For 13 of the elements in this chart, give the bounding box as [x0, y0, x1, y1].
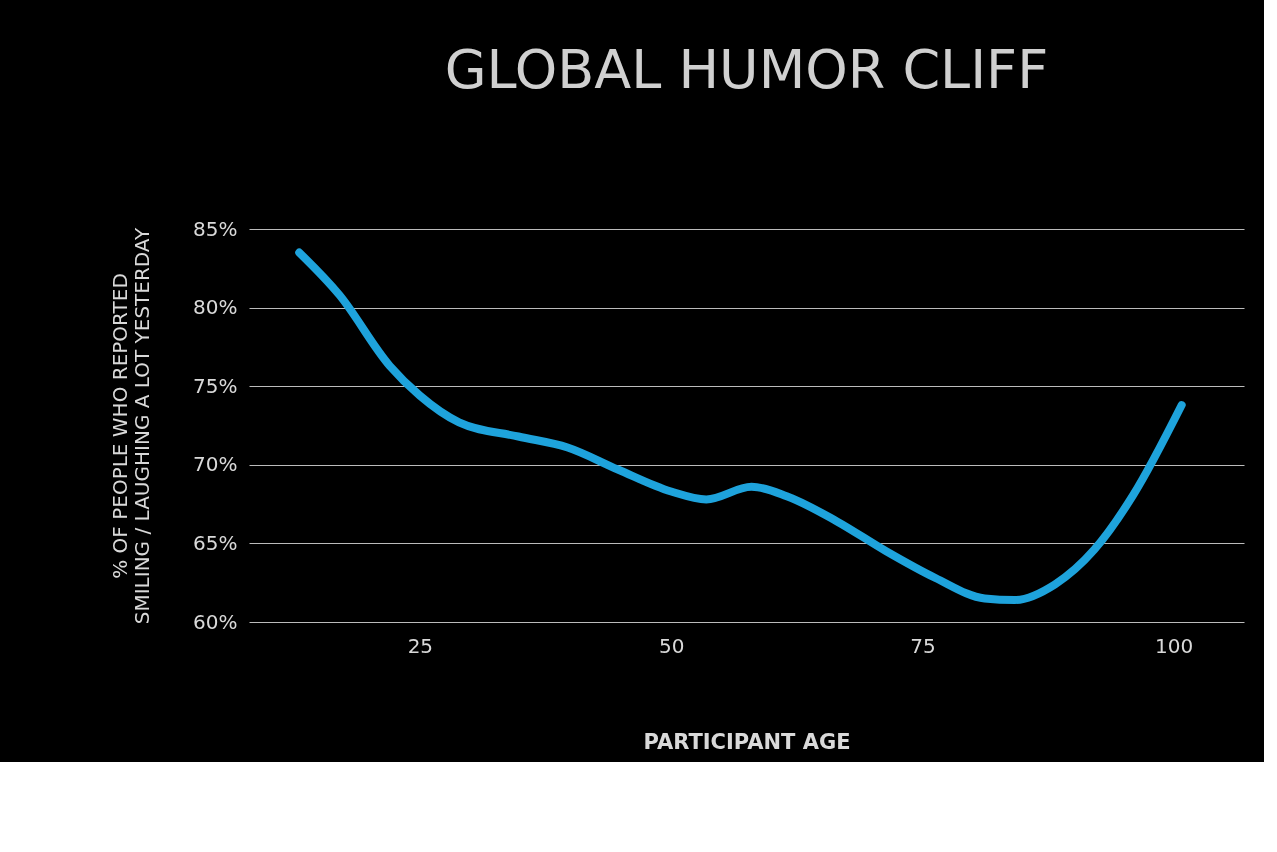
x-tick-label: 75 — [910, 633, 936, 658]
y-tick-label: 85% — [193, 216, 238, 241]
x-tick-label: 100 — [1155, 633, 1194, 658]
y-tick-label: 80% — [193, 295, 238, 320]
y-tick-label: 60% — [193, 609, 238, 634]
y-tick-label: 65% — [193, 530, 238, 555]
x-axis-title: PARTICIPANT AGE — [643, 729, 851, 754]
y-tick-label: 75% — [193, 373, 238, 398]
y-axis-title: % OF PEOPLE WHO REPORTED SMILING / LAUGHING A LOT YESTERDAY — [108, 227, 155, 625]
x-tick-label: 25 — [407, 633, 434, 658]
chart-title: GLOBAL HUMOR CLIFF — [444, 38, 1049, 101]
y-tick-label: 70% — [193, 452, 238, 477]
x-tick-label: 50 — [658, 633, 685, 658]
